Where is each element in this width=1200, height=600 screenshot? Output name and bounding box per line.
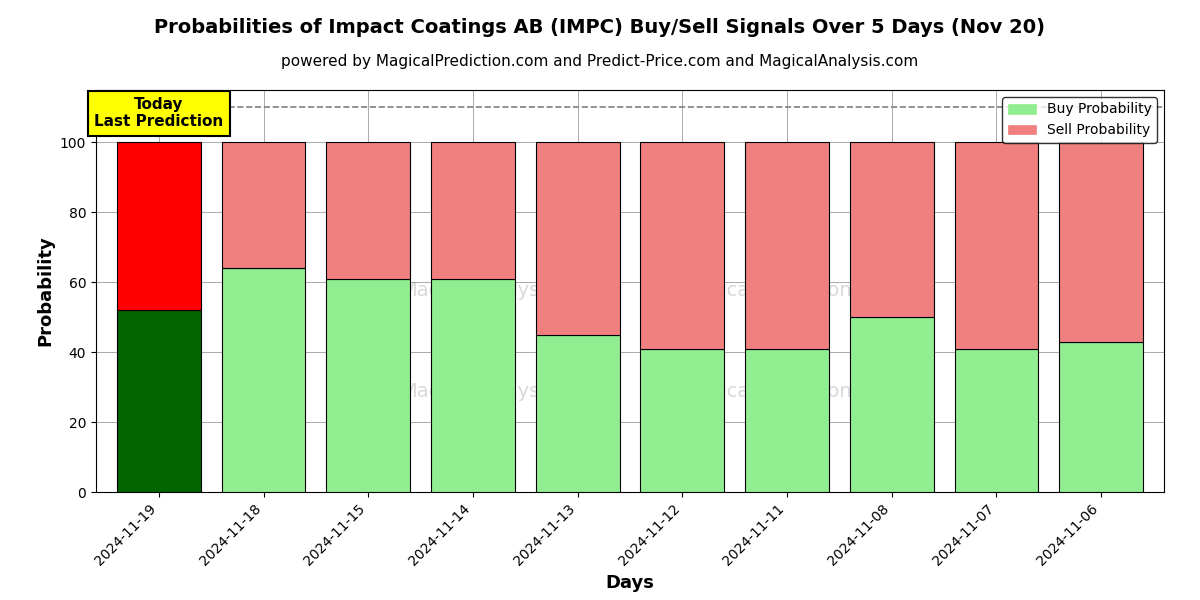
Legend: Buy Probability, Sell Probability: Buy Probability, Sell Probability	[1002, 97, 1157, 143]
Bar	[954, 349, 1038, 492]
X-axis label: Days: Days	[606, 574, 654, 592]
Text: Probabilities of Impact Coatings AB (IMPC) Buy/Sell Signals Over 5 Days (Nov 20): Probabilities of Impact Coatings AB (IMP…	[155, 18, 1045, 37]
Bar	[326, 279, 410, 492]
Bar	[641, 349, 725, 492]
Bar	[535, 335, 619, 492]
Bar	[641, 142, 725, 349]
Bar	[954, 142, 1038, 349]
Bar	[745, 142, 829, 349]
Text: MagicalPrediction.com: MagicalPrediction.com	[680, 382, 900, 401]
Bar	[745, 349, 829, 492]
Bar	[116, 310, 200, 492]
Bar	[1060, 341, 1144, 492]
Text: powered by MagicalPrediction.com and Predict-Price.com and MagicalAnalysis.com: powered by MagicalPrediction.com and Pre…	[281, 54, 919, 69]
Bar	[850, 142, 934, 317]
Bar	[222, 142, 306, 268]
Bar	[222, 268, 306, 492]
Y-axis label: Probability: Probability	[36, 236, 54, 346]
Bar	[850, 317, 934, 492]
Bar	[1060, 142, 1144, 341]
Text: MagicalPrediction.com: MagicalPrediction.com	[680, 281, 900, 301]
Text: Today
Last Prediction: Today Last Prediction	[94, 97, 223, 130]
Bar	[431, 142, 515, 279]
Text: MagicalAnalysis.com: MagicalAnalysis.com	[401, 281, 604, 301]
Bar	[326, 142, 410, 279]
Bar	[535, 142, 619, 335]
Text: MagicalAnalysis.com: MagicalAnalysis.com	[401, 382, 604, 401]
Bar	[431, 279, 515, 492]
Bar	[116, 142, 200, 310]
